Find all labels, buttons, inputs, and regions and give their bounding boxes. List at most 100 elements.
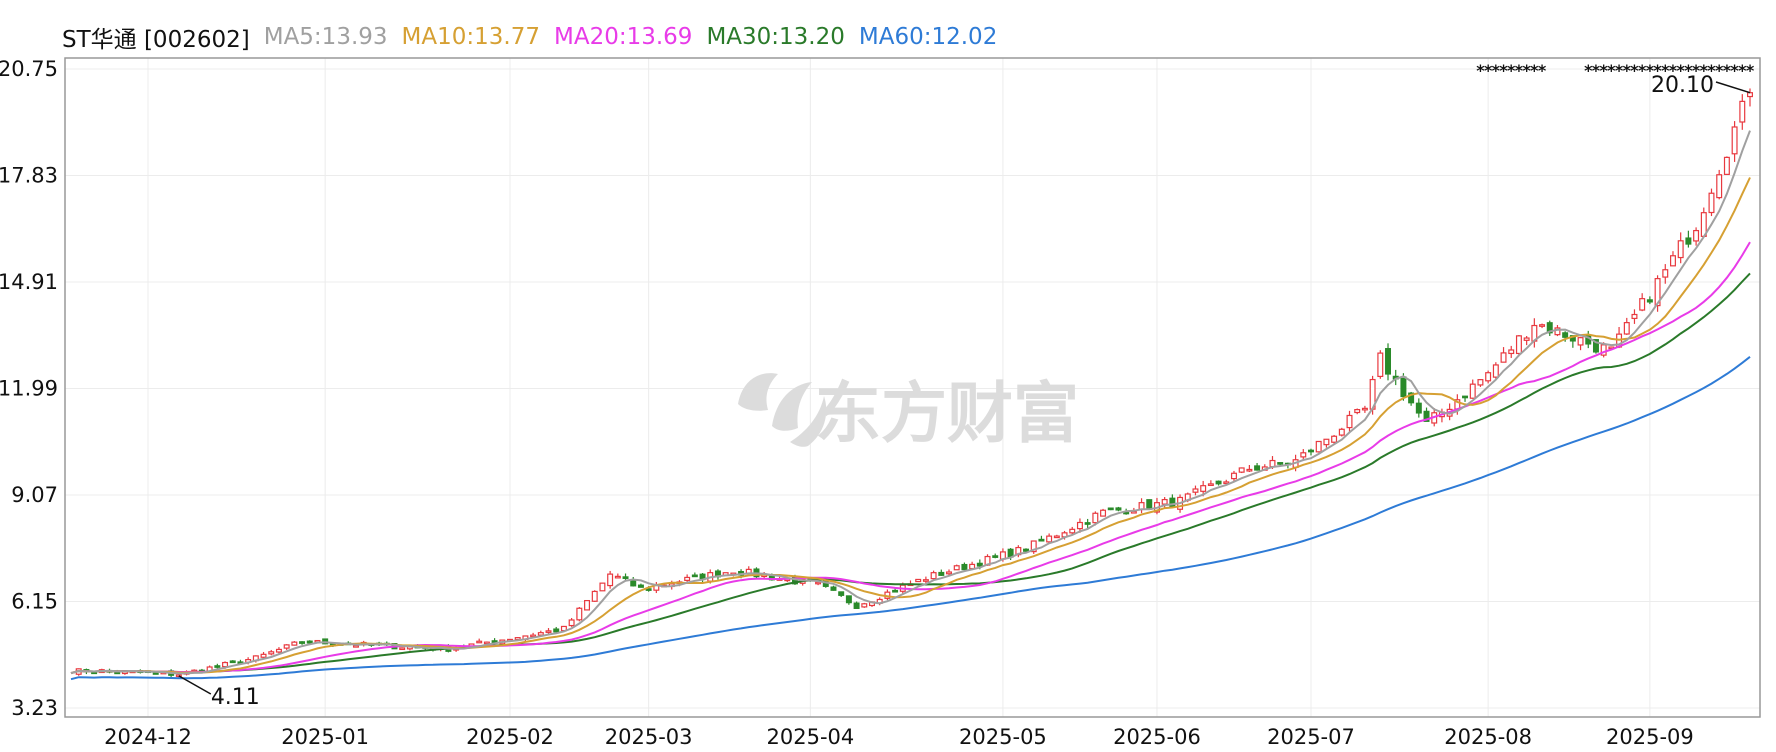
candle-body: [1677, 240, 1684, 259]
low-annotation-label: 4.11: [211, 685, 260, 710]
candle-body: [1323, 438, 1330, 446]
candle-body: [684, 576, 691, 581]
event-marker: *: [1676, 61, 1685, 80]
candle-body: [830, 586, 837, 591]
event-marker: *: [1653, 61, 1662, 80]
candle-body: [1146, 499, 1153, 510]
event-marker: *: [1684, 61, 1693, 80]
candle-body: [1739, 100, 1746, 123]
candle: [152, 672, 159, 675]
candle-body: [915, 578, 922, 583]
candle: [915, 578, 922, 583]
candle-body: [1377, 352, 1384, 378]
candle-body: [1408, 392, 1415, 404]
event-marker: *: [1700, 61, 1709, 80]
candle: [845, 595, 852, 605]
candle-body: [222, 661, 229, 668]
event-marker: *: [1522, 61, 1531, 80]
candle-body: [1731, 126, 1738, 155]
candle-body: [229, 660, 236, 664]
candle-body: [1053, 535, 1060, 539]
candle: [568, 618, 575, 627]
candle-body: [260, 653, 267, 658]
candle: [1385, 343, 1392, 381]
event-marker: *: [1623, 61, 1632, 80]
candle: [1308, 448, 1314, 456]
candle-body: [691, 574, 698, 578]
candle: [830, 585, 837, 591]
candle-body: [1654, 278, 1661, 307]
candle-body: [1639, 298, 1646, 311]
candle: [1192, 485, 1199, 496]
candle: [1246, 464, 1253, 473]
candle-body: [1515, 335, 1522, 355]
candle: [1138, 498, 1145, 514]
candle-body: [1331, 435, 1338, 443]
candle: [1315, 440, 1322, 453]
candle: [1508, 345, 1515, 358]
candle: [1485, 370, 1492, 384]
candle-body: [1192, 488, 1199, 493]
candle-body: [1562, 332, 1569, 338]
candle-body: [1023, 548, 1030, 552]
event-marker: *: [1476, 61, 1485, 80]
x-tick-label: 2025-03: [605, 725, 693, 749]
candle: [614, 573, 621, 579]
candle-body: [630, 580, 637, 587]
x-tick-label: 2025-07: [1267, 725, 1355, 749]
event-marker: *: [1630, 61, 1639, 80]
legend-ma5: MA5:13.93: [263, 24, 388, 50]
candle-body: [576, 607, 583, 621]
candle-body: [961, 563, 968, 571]
candle-body: [861, 603, 868, 608]
candle: [275, 647, 282, 654]
watermark: 东方财富: [738, 373, 1079, 452]
event-marker: *: [1715, 61, 1724, 80]
legend-ma60: MA60:12.02: [858, 24, 998, 50]
candle-body: [591, 590, 598, 602]
candle: [1238, 467, 1245, 474]
candle: [1331, 434, 1338, 445]
x-tick-label: 2025-01: [281, 725, 369, 749]
candle-body: [476, 640, 483, 644]
candle: [1100, 508, 1107, 517]
candle: [1723, 156, 1730, 175]
candle: [714, 569, 721, 580]
legend-ma30: MA30:13.20: [706, 24, 845, 50]
x-tick-label: 2024-12: [104, 725, 192, 749]
annotations: 4.11 20.10: [178, 73, 1751, 710]
candle: [399, 647, 406, 651]
candle: [1700, 207, 1707, 237]
candle: [1053, 534, 1060, 539]
candle: [1046, 533, 1053, 544]
event-marker: *: [1507, 61, 1516, 80]
candle: [1739, 94, 1746, 130]
candle: [1323, 438, 1330, 448]
candle: [1038, 535, 1045, 542]
event-marker: *: [1584, 61, 1593, 80]
candle-body: [1523, 337, 1530, 341]
event-marker: *: [1730, 61, 1739, 80]
legend-stock-name: ST华通 [002602]: [62, 27, 250, 53]
candle: [1107, 507, 1114, 511]
candle-body: [622, 576, 629, 579]
candle: [637, 583, 644, 588]
candle: [1662, 264, 1669, 284]
candle: [584, 599, 591, 611]
ma5-line: [70, 130, 1751, 675]
watermark-text: 东方财富: [815, 375, 1079, 452]
candle: [938, 569, 945, 577]
candle: [1747, 88, 1753, 107]
candle-body: [299, 641, 306, 644]
candle: [1731, 121, 1738, 162]
candle-body: [1092, 512, 1099, 524]
candle: [1716, 169, 1723, 200]
candle: [953, 564, 960, 571]
candle-body: [1346, 414, 1353, 429]
candle: [1492, 362, 1499, 380]
candle-body: [1685, 237, 1692, 245]
event-marker: *: [1599, 61, 1608, 80]
candle-body: [953, 565, 960, 571]
y-tick-label: 6.15: [11, 590, 58, 614]
candle-body: [1030, 540, 1037, 553]
